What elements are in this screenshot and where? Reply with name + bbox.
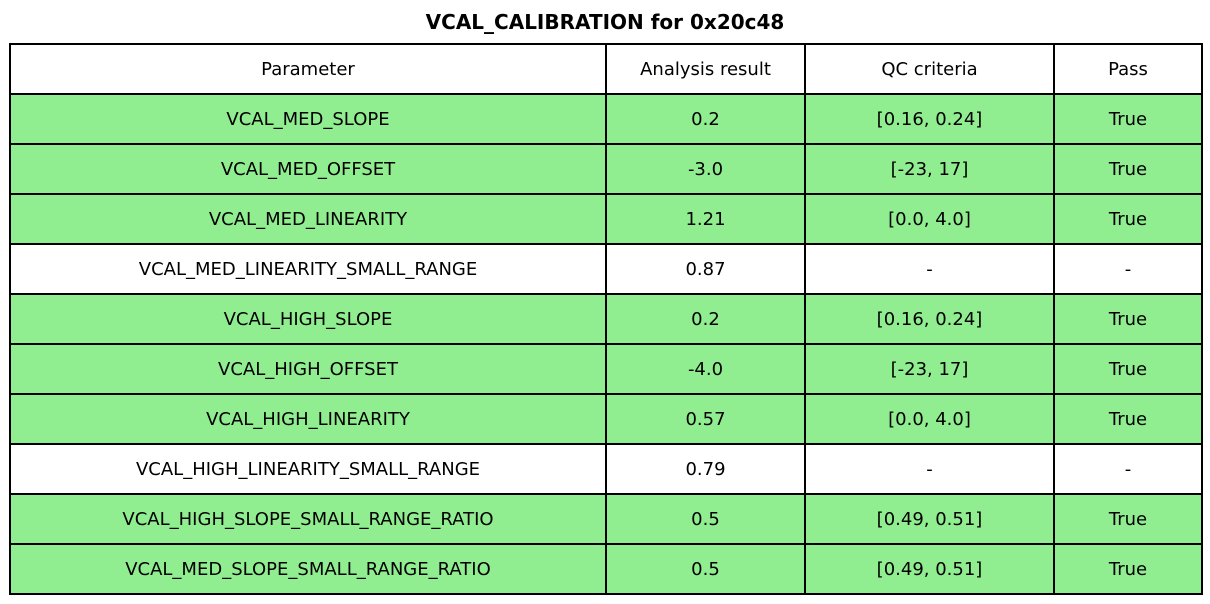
table-row: VCAL_HIGH_SLOPE_SMALL_RANGE_RATIO 0.5 [0.4… [9, 493, 1203, 545]
qc-table: Parameter Analysis result QC criteria Pa… [9, 43, 1203, 595]
parameter-cell: VCAL_MED_SLOPE [9, 93, 607, 145]
header-pass: Pass [1053, 43, 1203, 95]
table-row: VCAL_MED_SLOPE_SMALL_RANGE_RATIO 0.5 [0.49… [9, 543, 1203, 595]
analysis-result-cell: 0.5 [605, 493, 806, 545]
qc-criteria-cell: [-23, 17] [804, 143, 1055, 195]
table-body: VCAL_MED_SLOPE 0.2 [0.16, 0.24] True VCAL_ME… [9, 93, 1203, 595]
analysis-result-cell: 0.2 [605, 93, 806, 145]
pass-cell: - [1053, 243, 1203, 295]
qc-criteria-cell: [0.16, 0.24] [804, 93, 1055, 145]
pass-cell: True [1053, 293, 1203, 345]
pass-cell: True [1053, 493, 1203, 545]
pass-cell: True [1053, 193, 1203, 245]
parameter-cell: VCAL_MED_LINEARITY_SMALL_RANGE [9, 243, 607, 295]
parameter-cell: VCAL_HIGH_SLOPE [9, 293, 607, 345]
header-parameter: Parameter [9, 43, 607, 95]
qc-criteria-cell: [0.49, 0.51] [804, 493, 1055, 545]
parameter-cell: VCAL_HIGH_LINEARITY [9, 393, 607, 445]
qc-criteria-cell: [0.16, 0.24] [804, 293, 1055, 345]
pass-cell: True [1053, 543, 1203, 595]
analysis-result-cell: 1.21 [605, 193, 806, 245]
analysis-result-cell: 0.87 [605, 243, 806, 295]
qc-criteria-cell: [0.49, 0.51] [804, 543, 1055, 595]
qc-criteria-cell: [0.0, 4.0] [804, 393, 1055, 445]
analysis-result-cell: -4.0 [605, 343, 806, 395]
table-row: VCAL_MED_SLOPE 0.2 [0.16, 0.24] True [9, 93, 1203, 145]
page-title: VCAL_CALIBRATION for 0x20c48 [425, 9, 785, 34]
analysis-result-cell: 0.2 [605, 293, 806, 345]
qc-criteria-cell: [-23, 17] [804, 343, 1055, 395]
parameter-cell: VCAL_HIGH_OFFSET [9, 343, 607, 395]
table-row: VCAL_HIGH_LINEARITY_SMALL_RANGE 0.79- - [9, 443, 1203, 495]
qc-criteria-cell: - [804, 443, 1055, 495]
pass-cell: - [1053, 443, 1203, 495]
table-row: VCAL_MED_OFFSET -3.0 [-23, 17] True [9, 143, 1203, 195]
pass-cell: True [1053, 393, 1203, 445]
table-row: VCAL_HIGH_OFFSET -4.0 [-23, 17] True [9, 343, 1203, 395]
analysis-result-cell: 0.5 [605, 543, 806, 595]
parameter-cell: VCAL_MED_OFFSET [9, 143, 607, 195]
pass-cell: True [1053, 143, 1203, 195]
qc-criteria-cell: - [804, 243, 1055, 295]
analysis-result-cell: -3.0 [605, 143, 806, 195]
pass-cell: True [1053, 343, 1203, 395]
table-row: VCAL_MED_LINEARITY 1.21 [0.0, 4.0] True [9, 193, 1203, 245]
parameter-cell: VCAL_HIGH_LINEARITY_SMALL_RANGE [9, 443, 607, 495]
header-row: Parameter Analysis result QC criteria Pa… [9, 43, 1203, 95]
header-qc-criteria: QC criteria [804, 43, 1055, 95]
parameter-cell: VCAL_HIGH_SLOPE_SMALL_RANGE_RATIO [9, 493, 607, 545]
header-analysis-result: Analysis result [605, 43, 806, 95]
table-row: VCAL_HIGH_SLOPE 0.2 [0.16, 0.24] True [9, 293, 1203, 345]
qc-criteria-cell: [0.0, 4.0] [804, 193, 1055, 245]
analysis-result-cell: 0.57 [605, 393, 806, 445]
pass-cell: True [1053, 93, 1203, 145]
parameter-cell: VCAL_MED_SLOPE_SMALL_RANGE_RATIO [9, 543, 607, 595]
analysis-result-cell: 0.79 [605, 443, 806, 495]
parameter-cell: VCAL_MED_LINEARITY [9, 193, 607, 245]
table-row: VCAL_HIGH_LINEARITY 0.57 [0.0, 4.0] True [9, 393, 1203, 445]
table-row: VCAL_MED_LINEARITY_SMALL_RANGE 0.87- - [9, 243, 1203, 295]
